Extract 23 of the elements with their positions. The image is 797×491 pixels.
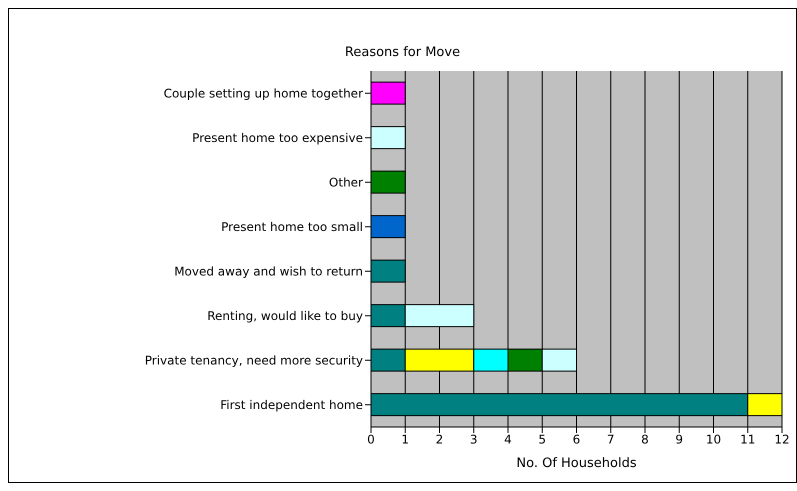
x-tick-label: 9 [675, 432, 684, 447]
x-tick-label: 8 [641, 432, 649, 447]
x-tick-label: 3 [470, 432, 478, 447]
y-tick-label: Moved away and wish to return [174, 264, 363, 279]
x-tick-label: 6 [572, 432, 580, 447]
x-tick-label: 7 [606, 432, 615, 447]
x-tick-label: 10 [706, 432, 722, 447]
y-tick-label: Couple setting up home together [164, 86, 364, 101]
x-tick-label: 12 [774, 432, 790, 447]
x-tick-label: 2 [436, 432, 444, 447]
y-tick-label: Other [328, 176, 364, 190]
y-tick-label: Private tenancy, need more security [144, 354, 363, 368]
x-tick-label: 0 [367, 432, 375, 447]
x-tick-label: 1 [401, 432, 410, 447]
x-tick-label: 11 [740, 432, 756, 447]
chart-title: Reasons for Move [344, 45, 462, 60]
x-tick-label: 4 [504, 432, 512, 447]
y-tick-label: First independent home [220, 398, 363, 412]
x-axis-title: No. Of Households [516, 456, 637, 471]
x-tick-label: 5 [538, 432, 546, 447]
y-tick-label: Present home too expensive [192, 131, 363, 146]
y-tick-label: Renting, would like to buy [207, 309, 363, 324]
y-tick-label: Present home too small [221, 220, 363, 234]
